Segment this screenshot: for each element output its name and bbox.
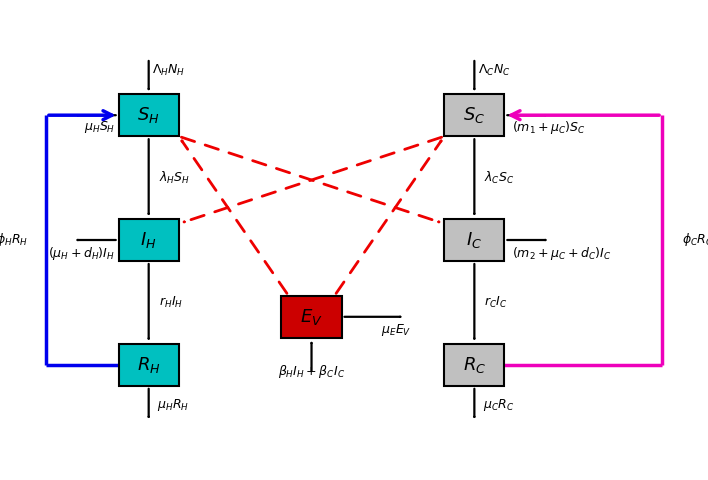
FancyBboxPatch shape (445, 219, 504, 261)
Text: $R_C$: $R_C$ (463, 355, 486, 375)
Text: $R_H$: $R_H$ (137, 355, 161, 375)
Text: $\Lambda_C N_C$: $\Lambda_C N_C$ (478, 62, 510, 78)
Text: $\mu_C R_C$: $\mu_C R_C$ (483, 397, 514, 413)
FancyArrowPatch shape (182, 141, 287, 293)
Text: $r_C I_C$: $r_C I_C$ (484, 295, 508, 310)
Text: $\phi_H R_H$: $\phi_H R_H$ (0, 231, 28, 249)
FancyBboxPatch shape (445, 344, 504, 386)
Text: $r_H I_H$: $r_H I_H$ (159, 295, 183, 310)
Text: $I_H$: $I_H$ (140, 230, 157, 250)
Text: $\lambda_H S_H$: $\lambda_H S_H$ (159, 169, 190, 186)
FancyBboxPatch shape (118, 219, 178, 261)
Text: $(\mu_H+d_H)I_H$: $(\mu_H+d_H)I_H$ (48, 245, 115, 262)
Text: $S_H$: $S_H$ (137, 105, 160, 125)
Text: $\phi_C R_C$: $\phi_C R_C$ (682, 231, 708, 249)
Text: $(m_2+\mu_C+d_C)I_C$: $(m_2+\mu_C+d_C)I_C$ (511, 245, 610, 262)
FancyBboxPatch shape (282, 296, 342, 338)
Text: $I_C$: $I_C$ (467, 230, 482, 250)
FancyArrowPatch shape (336, 141, 441, 293)
FancyArrowPatch shape (181, 137, 439, 222)
Text: $(m_1+\mu_C)S_C$: $(m_1+\mu_C)S_C$ (511, 119, 585, 136)
Text: $\beta_H I_H+\beta_C I_C$: $\beta_H I_H+\beta_C I_C$ (278, 363, 345, 380)
Text: $\lambda_C S_C$: $\lambda_C S_C$ (484, 169, 515, 186)
Text: $E_V$: $E_V$ (300, 307, 323, 327)
FancyBboxPatch shape (445, 94, 504, 136)
FancyBboxPatch shape (118, 94, 178, 136)
Text: $\mu_H S_H$: $\mu_H S_H$ (84, 119, 115, 135)
Text: $\mu_H R_H$: $\mu_H R_H$ (157, 397, 189, 413)
Text: $S_C$: $S_C$ (463, 105, 486, 125)
FancyBboxPatch shape (118, 344, 178, 386)
FancyArrowPatch shape (184, 137, 442, 222)
Text: $\mu_E E_V$: $\mu_E E_V$ (381, 322, 411, 338)
Text: $\Lambda_H N_H$: $\Lambda_H N_H$ (152, 62, 185, 78)
